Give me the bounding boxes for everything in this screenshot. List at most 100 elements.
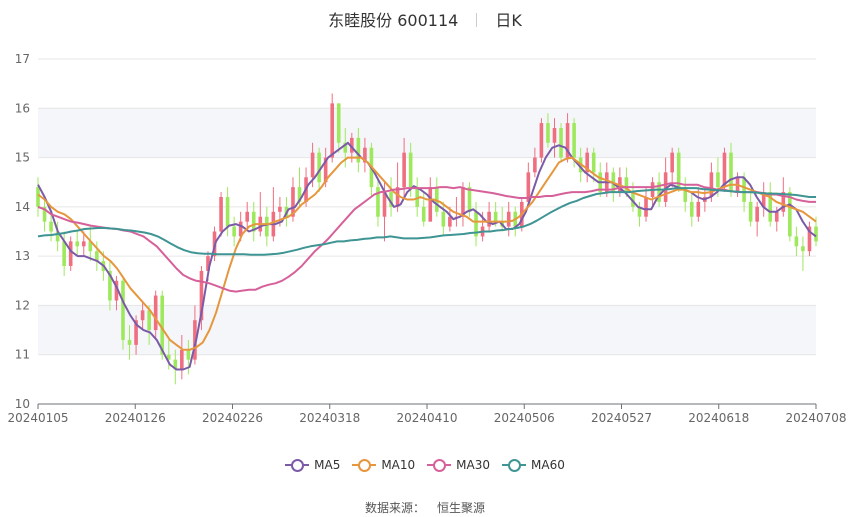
chart-title: 东睦股份 600114 日K xyxy=(0,7,850,31)
candle xyxy=(755,201,759,237)
candle xyxy=(36,177,40,217)
candle xyxy=(173,349,178,385)
candle xyxy=(801,236,805,271)
period-label: 日K xyxy=(495,11,522,30)
candle-body xyxy=(121,280,125,340)
candle-body xyxy=(219,197,223,232)
x-tick-label: 20240708 xyxy=(785,411,846,425)
candle xyxy=(435,177,439,217)
candle-body xyxy=(722,152,727,188)
candle-body xyxy=(343,142,348,153)
candle-body xyxy=(814,226,818,242)
legend-item-ma5[interactable]: MA5 xyxy=(285,458,340,472)
ma10-line xyxy=(37,156,817,351)
legend-item-ma10[interactable]: MA10 xyxy=(352,458,415,472)
candle xyxy=(134,315,138,355)
candle-body xyxy=(696,201,701,217)
candle xyxy=(683,177,688,212)
candle xyxy=(552,118,557,158)
candle-body xyxy=(572,123,576,158)
candle-body xyxy=(448,216,452,227)
candle-body xyxy=(75,241,80,247)
candle-body xyxy=(402,152,406,188)
candle xyxy=(807,221,812,257)
candle xyxy=(526,162,531,207)
ma60-line xyxy=(37,187,816,256)
candle xyxy=(395,162,400,212)
legend-item-ma60[interactable]: MA60 xyxy=(502,458,565,472)
candle xyxy=(121,275,125,350)
x-tick-label: 20240318 xyxy=(299,411,360,425)
candle-body xyxy=(781,192,786,212)
x-tick-label: 20240618 xyxy=(688,411,749,425)
y-tick-label: 16 xyxy=(15,101,30,115)
candle xyxy=(95,241,99,271)
candle xyxy=(474,201,478,247)
candle-body xyxy=(68,241,73,266)
candle-body xyxy=(748,201,753,222)
y-tick-label: 10 xyxy=(15,397,30,411)
candle-body xyxy=(265,216,269,237)
candle xyxy=(42,197,47,232)
y-tick-label: 13 xyxy=(15,249,30,263)
candle-body xyxy=(421,206,426,222)
candle xyxy=(108,261,112,311)
candle-body xyxy=(95,251,99,262)
candle xyxy=(55,221,60,252)
candle-body xyxy=(729,152,733,193)
candle-body xyxy=(81,241,86,247)
candle-body xyxy=(376,187,380,217)
candle xyxy=(49,211,53,242)
candle-body xyxy=(49,221,53,232)
candle-body xyxy=(637,206,642,217)
grid-lines xyxy=(38,58,816,405)
candle xyxy=(500,206,504,232)
candle-body xyxy=(160,295,165,355)
x-tick-label: 20240226 xyxy=(202,411,263,425)
candle xyxy=(676,147,681,193)
candle-body xyxy=(461,187,465,217)
x-tick-label: 20240506 xyxy=(494,411,555,425)
candle xyxy=(402,137,406,197)
candle xyxy=(62,231,66,276)
candle-body xyxy=(591,152,596,173)
candle-body xyxy=(546,123,550,143)
candle-body xyxy=(199,270,204,321)
legend-label: MA10 xyxy=(381,458,416,472)
candle xyxy=(748,192,753,227)
candle-body xyxy=(676,152,681,188)
y-tick-label: 11 xyxy=(15,348,30,362)
candle-body xyxy=(350,137,354,153)
candle xyxy=(461,182,465,227)
candle xyxy=(663,157,668,207)
candle-body xyxy=(323,157,328,183)
candle xyxy=(180,335,184,380)
candle-body xyxy=(278,206,282,212)
candle-body xyxy=(225,197,230,227)
candle-body xyxy=(232,226,236,237)
legend-item-ma30[interactable]: MA30 xyxy=(427,458,490,472)
candle-body xyxy=(788,192,792,237)
x-tick-label: 20240527 xyxy=(591,411,652,425)
y-tick-label: 15 xyxy=(15,151,30,165)
candle xyxy=(539,118,544,163)
candle xyxy=(513,206,518,237)
candle-body xyxy=(62,241,66,266)
candle-body xyxy=(624,177,629,193)
candle-body xyxy=(533,157,537,173)
candle xyxy=(336,103,341,153)
plot-band-upper xyxy=(38,108,816,158)
candle xyxy=(506,201,511,237)
candle xyxy=(153,290,158,340)
candle-body xyxy=(310,152,315,178)
candle xyxy=(376,177,380,227)
candle-body xyxy=(506,211,511,227)
candle xyxy=(245,201,250,232)
candle xyxy=(363,137,367,173)
candle-body xyxy=(559,128,563,158)
candle xyxy=(356,128,361,173)
candle xyxy=(441,201,446,237)
legend-label: MA60 xyxy=(531,458,565,472)
candle xyxy=(487,201,491,232)
ma30-line xyxy=(37,182,816,293)
